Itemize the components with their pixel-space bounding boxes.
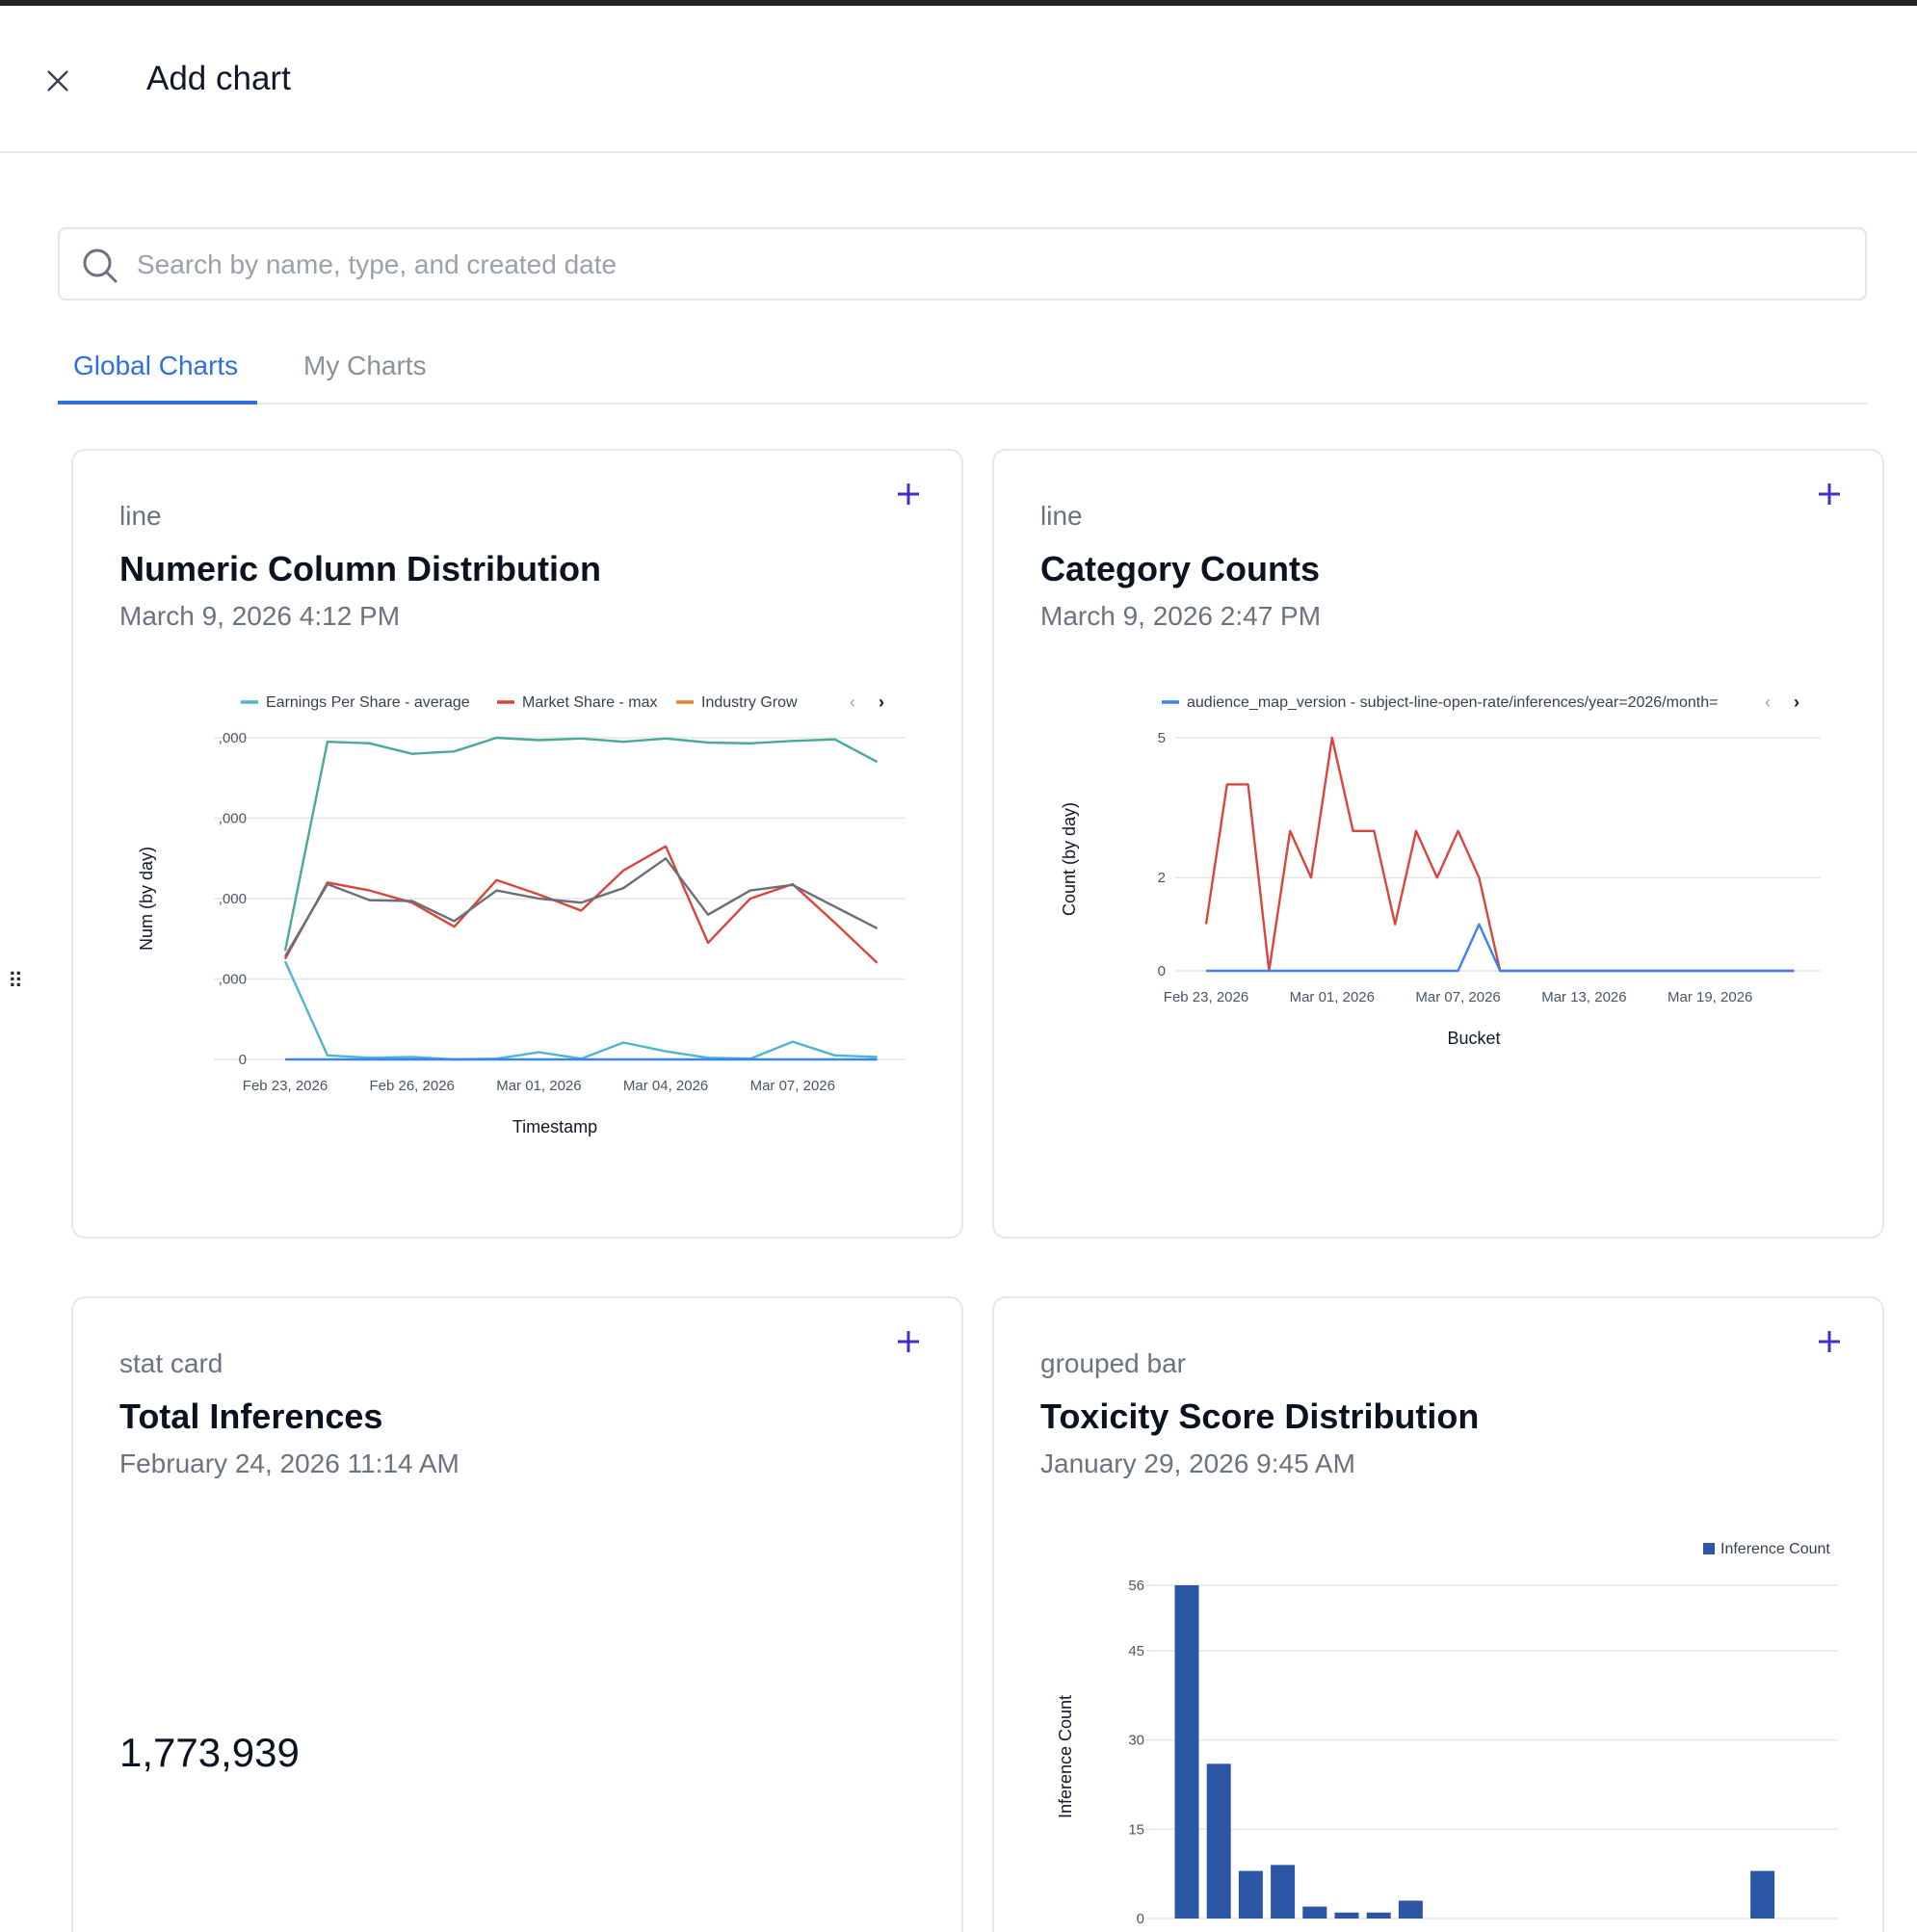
- chart-created-date: February 24, 2026 11:14 AM: [119, 1449, 460, 1478]
- legend-item: audience_map_version - subject-line-open…: [1187, 694, 1718, 711]
- legend-item: Market Share - max: [522, 694, 657, 711]
- chart-card-toxicity-score-distribution[interactable]: grouped bar Toxicity Score Distribution …: [992, 1296, 1884, 1932]
- x-tick-label: Mar 04, 2026: [623, 1078, 708, 1094]
- x-tick-label: Mar 19, 2026: [1668, 989, 1752, 1005]
- chart-tabs: Global Charts My Charts: [58, 343, 1867, 405]
- y-tick-label: ,000: [219, 730, 247, 746]
- series-line: [1206, 923, 1795, 973]
- x-tick-label: Mar 01, 2026: [496, 1078, 581, 1094]
- plus-icon[interactable]: [892, 1325, 925, 1358]
- series-line: [283, 960, 878, 1061]
- y-tick-label: 56: [1128, 1578, 1144, 1594]
- chart-created-date: March 9, 2026 4:12 PM: [119, 601, 401, 631]
- y-tick-label: ,000: [219, 811, 247, 827]
- chart-created-date: January 29, 2026 9:45 AM: [1040, 1449, 1355, 1478]
- bar: [1238, 1870, 1263, 1919]
- chart-created-date: March 9, 2026 2:47 PM: [1040, 601, 1322, 631]
- search-input[interactable]: [137, 241, 1832, 289]
- x-tick-label: Feb 23, 2026: [243, 1078, 328, 1094]
- y-tick-label: 45: [1128, 1643, 1144, 1659]
- x-axis-label: Timestamp: [512, 1117, 597, 1136]
- x-axis-label: Bucket: [1447, 1029, 1500, 1048]
- tab-my-charts[interactable]: My Charts: [303, 351, 427, 380]
- legend-next-icon: ›: [1794, 692, 1799, 712]
- active-tab-indicator: [58, 401, 257, 405]
- legend-next-icon: ›: [879, 692, 884, 712]
- legend-prev-icon: ‹: [850, 692, 855, 712]
- legend-prev-icon: ‹: [1765, 692, 1771, 712]
- tab-global-charts[interactable]: Global Charts: [73, 351, 239, 380]
- bar: [1206, 1763, 1231, 1919]
- legend-item: Inference Count: [1720, 1541, 1830, 1557]
- window-top-bar: [0, 0, 1917, 6]
- bar: [1174, 1585, 1199, 1919]
- legend-item: Industry Grow: [701, 694, 798, 711]
- chart-card-category-counts[interactable]: line Category Counts March 9, 2026 2:47 …: [992, 449, 1884, 1239]
- chart-card-numeric-column-distribution[interactable]: line Numeric Column Distribution March 9…: [71, 449, 963, 1239]
- y-axis-label: Inference Count: [1056, 1695, 1075, 1818]
- series-line: [283, 857, 879, 957]
- y-tick-label: 30: [1128, 1733, 1144, 1749]
- legend-item: Earnings Per Share - average: [266, 694, 470, 711]
- chart-type: line: [119, 501, 162, 531]
- chart-card-total-inferences[interactable]: stat card Total Inferences February 24, …: [71, 1296, 963, 1932]
- series-line: [283, 736, 879, 952]
- chart-title: Total Inferences: [119, 1397, 383, 1436]
- series-line: [1204, 736, 1795, 973]
- x-tick-label: Mar 07, 2026: [1415, 989, 1500, 1005]
- bar-chart: 56 45 30 15 0 Inference Count Inference Count: [1056, 1541, 1838, 1927]
- bar: [1398, 1900, 1423, 1919]
- y-axis-label: Count (by day): [1060, 802, 1079, 916]
- series-line: [283, 845, 879, 964]
- chart-title: Category Counts: [1040, 549, 1321, 588]
- y-tick-label: 0: [1158, 963, 1166, 979]
- bar: [1334, 1912, 1359, 1919]
- bar: [1366, 1912, 1391, 1919]
- chart-type: line: [1040, 501, 1083, 531]
- drag-handle-icon[interactable]: ⠿: [8, 969, 23, 993]
- plus-icon[interactable]: [1813, 478, 1846, 510]
- y-tick-label: 0: [239, 1052, 247, 1068]
- plus-icon[interactable]: [1813, 1325, 1846, 1358]
- y-tick-label: ,000: [219, 972, 247, 988]
- chart-title: Toxicity Score Distribution: [1040, 1397, 1480, 1436]
- x-tick-label: Mar 13, 2026: [1541, 989, 1626, 1005]
- bar: [1750, 1870, 1775, 1919]
- chart-type: grouped bar: [1040, 1348, 1187, 1378]
- search-box[interactable]: [58, 227, 1867, 300]
- bar: [1302, 1906, 1327, 1919]
- y-axis-label: Num (by day): [137, 847, 156, 951]
- y-tick-label: 0: [1137, 1911, 1144, 1927]
- x-tick-label: Mar 07, 2026: [750, 1078, 835, 1094]
- dialog-header: Add chart: [0, 6, 1917, 153]
- legend-swatch: [1703, 1543, 1715, 1554]
- chart-title: Numeric Column Distribution: [119, 549, 602, 588]
- y-tick-label: 5: [1158, 730, 1166, 746]
- x-tick-label: Mar 01, 2026: [1290, 989, 1375, 1005]
- x-tick-label: Feb 26, 2026: [369, 1078, 454, 1094]
- chart-type: stat card: [119, 1348, 223, 1378]
- dialog-title: Add chart: [146, 60, 291, 97]
- x-tick-label: Feb 23, 2026: [1164, 989, 1248, 1005]
- search-icon: [83, 248, 118, 283]
- plus-icon[interactable]: [892, 478, 925, 510]
- line-chart: ,000 ,000 ,000 ,000 0 Feb 23, 2026 Feb 26, 202…: [137, 692, 906, 1136]
- y-tick-label: 15: [1128, 1821, 1144, 1838]
- y-tick-label: 2: [1158, 870, 1166, 886]
- close-icon[interactable]: [39, 62, 77, 100]
- y-tick-label: ,000: [219, 891, 247, 907]
- bar: [1271, 1865, 1296, 1919]
- stat-value: 1,773,939: [119, 1730, 300, 1775]
- line-chart: 5 2 0 Feb 23, 2026 Mar 01, 2026 Mar 07, 2026 M…: [1060, 692, 1821, 1048]
